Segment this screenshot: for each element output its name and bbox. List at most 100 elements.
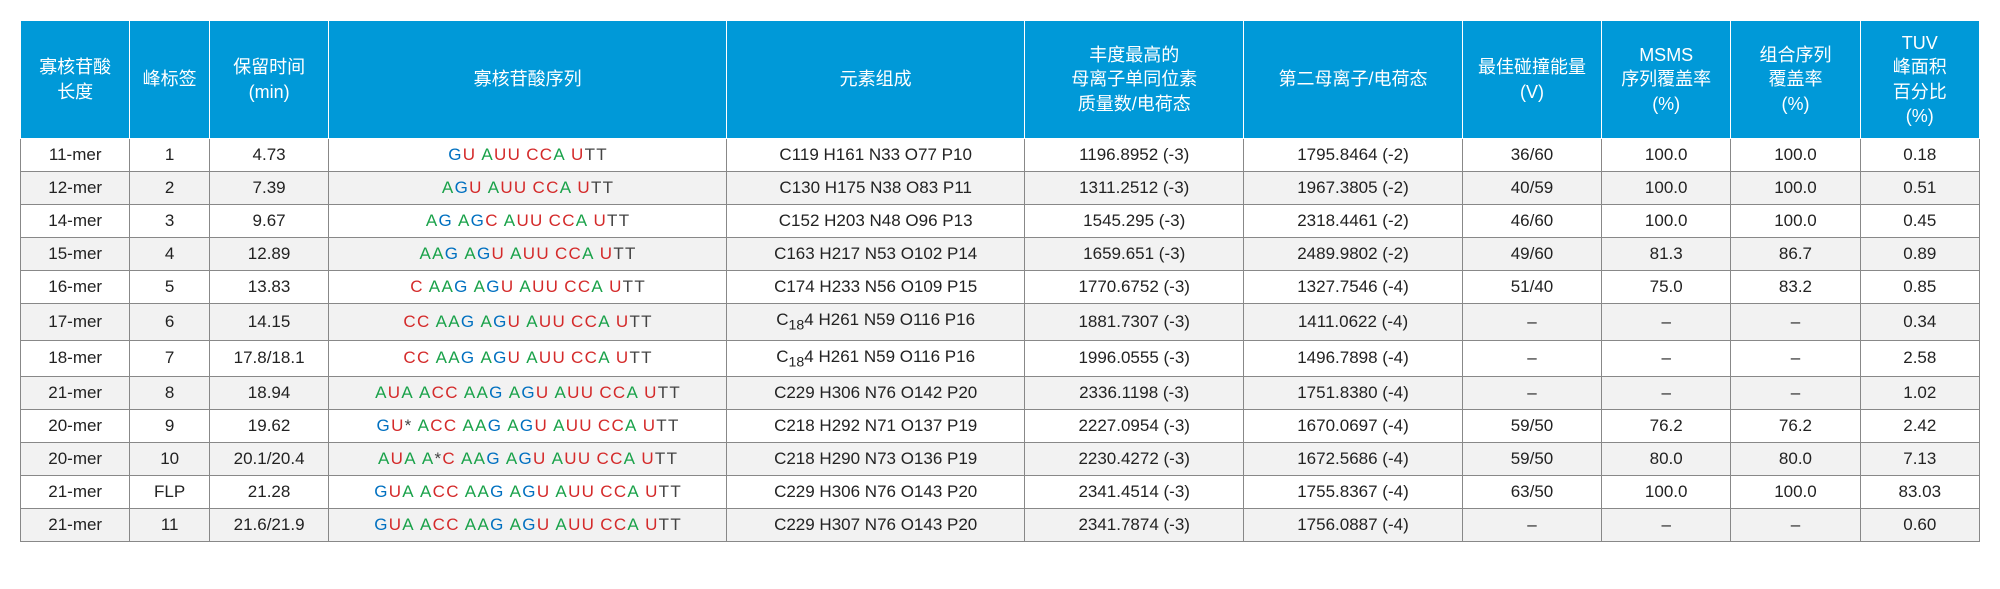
cell-ce: – [1462, 376, 1601, 409]
cell-elem: C229 H306 N76 O142 P20 [727, 376, 1025, 409]
cell-peak: 1 [130, 139, 210, 172]
oligo-table: 寡核苷酸长度峰标签保留时间(min)寡核苷酸序列元素组成丰度最高的母离子单同位素… [20, 20, 1980, 542]
cell-comb: 80.0 [1731, 442, 1860, 475]
cell-elem: C130 H175 N38 O83 P11 [727, 172, 1025, 205]
cell-elem: C184 H261 N59 O116 P16 [727, 340, 1025, 376]
cell-msms: – [1602, 304, 1731, 340]
cell-peak: 4 [130, 238, 210, 271]
cell-len: 21-mer [21, 508, 130, 541]
cell-ce: 40/59 [1462, 172, 1601, 205]
cell-msms: 100.0 [1602, 172, 1731, 205]
cell-len: 21-mer [21, 475, 130, 508]
cell-comb: 86.7 [1731, 238, 1860, 271]
cell-seq: C AAG AGU AUU CCA UTT [329, 271, 727, 304]
cell-peak: 11 [130, 508, 210, 541]
cell-parent: 2227.0954 (-3) [1025, 409, 1244, 442]
cell-len: 21-mer [21, 376, 130, 409]
cell-parent: 1311.2512 (-3) [1025, 172, 1244, 205]
table-row: 17-mer614.15CC AAG AGU AUU CCA UTTC184 H… [21, 304, 1980, 340]
cell-rt: 4.73 [209, 139, 328, 172]
cell-tuv: 2.58 [1860, 340, 1979, 376]
col-peak: 峰标签 [130, 21, 210, 139]
cell-len: 14-mer [21, 205, 130, 238]
cell-second: 1496.7898 (-4) [1244, 340, 1463, 376]
cell-second: 1411.0622 (-4) [1244, 304, 1463, 340]
cell-tuv: 0.45 [1860, 205, 1979, 238]
cell-comb: 76.2 [1731, 409, 1860, 442]
cell-parent: 2341.7874 (-3) [1025, 508, 1244, 541]
cell-tuv: 0.51 [1860, 172, 1979, 205]
cell-comb: – [1731, 508, 1860, 541]
table-row: 11-mer14.73GU AUU CCA UTTC119 H161 N33 O… [21, 139, 1980, 172]
cell-peak: 6 [130, 304, 210, 340]
cell-comb: – [1731, 304, 1860, 340]
cell-rt: 20.1/20.4 [209, 442, 328, 475]
cell-second: 1756.0887 (-4) [1244, 508, 1463, 541]
cell-parent: 2336.1198 (-3) [1025, 376, 1244, 409]
cell-peak: 9 [130, 409, 210, 442]
col-ce: 最佳碰撞能量(V) [1462, 21, 1601, 139]
cell-tuv: 0.89 [1860, 238, 1979, 271]
cell-peak: 3 [130, 205, 210, 238]
cell-seq: GUA ACC AAG AGU AUU CCA UTT [329, 475, 727, 508]
cell-rt: 21.6/21.9 [209, 508, 328, 541]
col-parent: 丰度最高的母离子单同位素质量数/电荷态 [1025, 21, 1244, 139]
cell-tuv: 2.42 [1860, 409, 1979, 442]
cell-rt: 18.94 [209, 376, 328, 409]
table-row: 16-mer513.83C AAG AGU AUU CCA UTTC174 H2… [21, 271, 1980, 304]
cell-peak: FLP [130, 475, 210, 508]
cell-second: 1751.8380 (-4) [1244, 376, 1463, 409]
cell-ce: – [1462, 340, 1601, 376]
cell-msms: 100.0 [1602, 475, 1731, 508]
cell-rt: 21.28 [209, 475, 328, 508]
cell-ce: 46/60 [1462, 205, 1601, 238]
col-rt: 保留时间(min) [209, 21, 328, 139]
cell-seq: AUA A*C AAG AGU AUU CCA UTT [329, 442, 727, 475]
cell-second: 1327.7546 (-4) [1244, 271, 1463, 304]
cell-tuv: 7.13 [1860, 442, 1979, 475]
cell-seq: AG AGC AUU CCA UTT [329, 205, 727, 238]
cell-msms: 76.2 [1602, 409, 1731, 442]
cell-tuv: 1.02 [1860, 376, 1979, 409]
cell-comb: – [1731, 340, 1860, 376]
cell-seq: AAG AGU AUU CCA UTT [329, 238, 727, 271]
col-seq: 寡核苷酸序列 [329, 21, 727, 139]
cell-comb: 100.0 [1731, 172, 1860, 205]
cell-rt: 14.15 [209, 304, 328, 340]
cell-second: 1670.0697 (-4) [1244, 409, 1463, 442]
cell-elem: C229 H307 N76 O143 P20 [727, 508, 1025, 541]
cell-elem: C229 H306 N76 O143 P20 [727, 475, 1025, 508]
cell-msms: 80.0 [1602, 442, 1731, 475]
table-row: 20-mer919.62GU* ACC AAG AGU AUU CCA UTTC… [21, 409, 1980, 442]
cell-parent: 1996.0555 (-3) [1025, 340, 1244, 376]
table-row: 18-mer717.8/18.1CC AAG AGU AUU CCA UTTC1… [21, 340, 1980, 376]
cell-elem: C218 H292 N71 O137 P19 [727, 409, 1025, 442]
cell-comb: 83.2 [1731, 271, 1860, 304]
cell-tuv: 83.03 [1860, 475, 1979, 508]
cell-rt: 13.83 [209, 271, 328, 304]
cell-seq: GUA ACC AAG AGU AUU CCA UTT [329, 508, 727, 541]
cell-len: 15-mer [21, 238, 130, 271]
cell-len: 16-mer [21, 271, 130, 304]
table-row: 12-mer27.39AGU AUU CCA UTTC130 H175 N38 … [21, 172, 1980, 205]
col-tuv: TUV峰面积百分比(%) [1860, 21, 1979, 139]
cell-second: 1672.5686 (-4) [1244, 442, 1463, 475]
cell-len: 20-mer [21, 442, 130, 475]
cell-len: 18-mer [21, 340, 130, 376]
cell-comb: 100.0 [1731, 139, 1860, 172]
cell-rt: 7.39 [209, 172, 328, 205]
cell-comb: 100.0 [1731, 205, 1860, 238]
col-elem: 元素组成 [727, 21, 1025, 139]
cell-peak: 7 [130, 340, 210, 376]
cell-rt: 17.8/18.1 [209, 340, 328, 376]
cell-second: 2489.9802 (-2) [1244, 238, 1463, 271]
cell-ce: – [1462, 508, 1601, 541]
cell-second: 1755.8367 (-4) [1244, 475, 1463, 508]
cell-parent: 2341.4514 (-3) [1025, 475, 1244, 508]
cell-seq: GU* ACC AAG AGU AUU CCA UTT [329, 409, 727, 442]
cell-msms: 100.0 [1602, 139, 1731, 172]
cell-parent: 1196.8952 (-3) [1025, 139, 1244, 172]
cell-second: 1967.3805 (-2) [1244, 172, 1463, 205]
cell-elem: C152 H203 N48 O96 P13 [727, 205, 1025, 238]
cell-len: 11-mer [21, 139, 130, 172]
